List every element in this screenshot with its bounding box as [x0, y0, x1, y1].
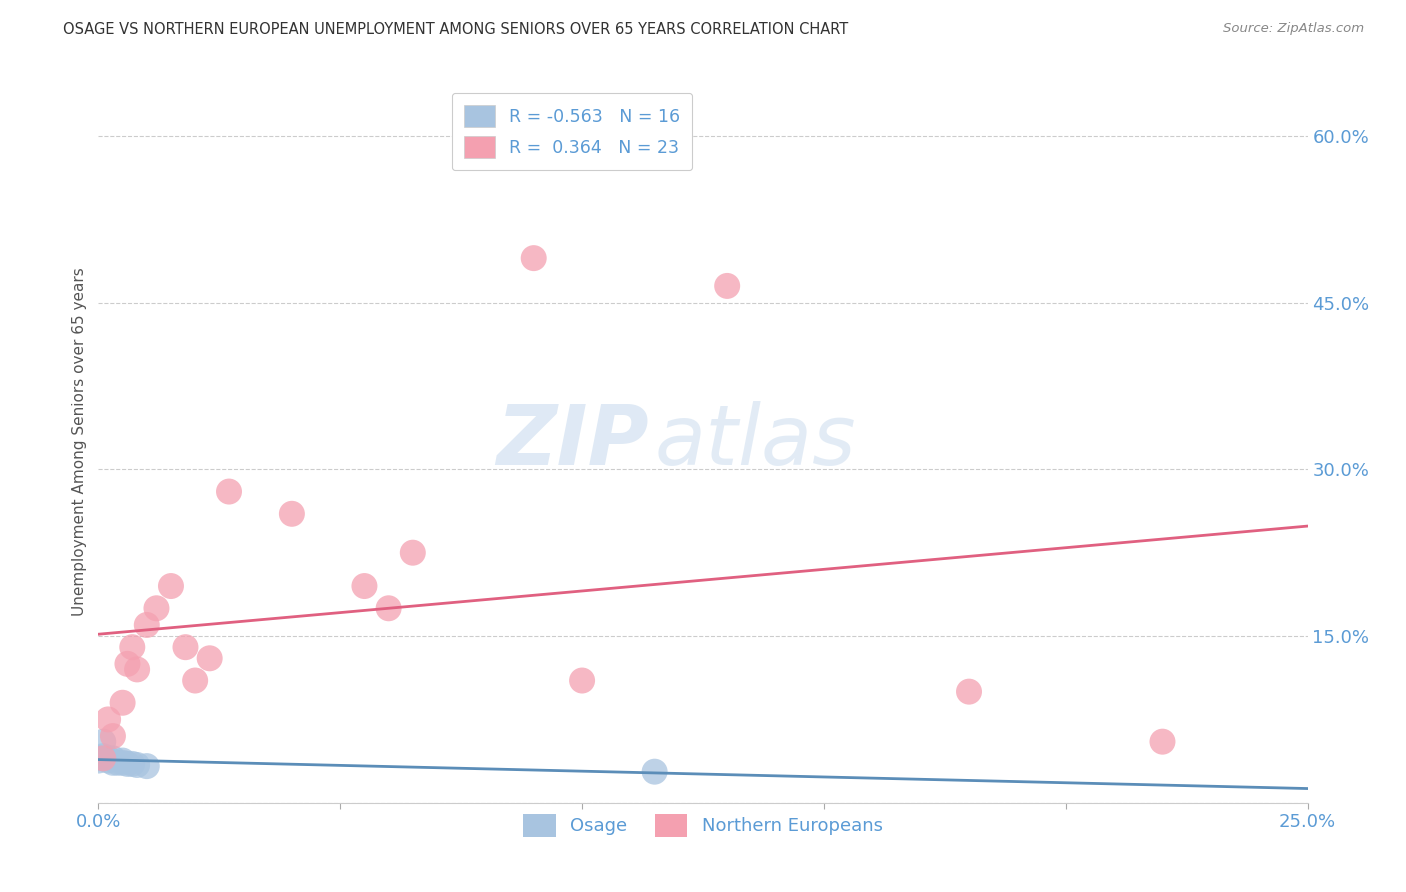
Point — [87, 754, 110, 768]
Point — [571, 673, 593, 688]
Point — [353, 579, 375, 593]
Point — [121, 756, 143, 771]
Point — [91, 751, 114, 765]
Point — [101, 729, 124, 743]
Point — [107, 756, 129, 770]
Point — [97, 754, 120, 768]
Point — [101, 751, 124, 765]
Point — [1152, 734, 1174, 748]
Point — [135, 759, 157, 773]
Point — [160, 579, 183, 593]
Point — [111, 754, 134, 768]
Point — [111, 696, 134, 710]
Text: atlas: atlas — [655, 401, 856, 482]
Point — [644, 764, 666, 779]
Point — [121, 640, 143, 655]
Point — [135, 618, 157, 632]
Point — [174, 640, 197, 655]
Point — [97, 713, 120, 727]
Text: Source: ZipAtlas.com: Source: ZipAtlas.com — [1223, 22, 1364, 36]
Point — [281, 507, 304, 521]
Y-axis label: Unemployment Among Seniors over 65 years: Unemployment Among Seniors over 65 years — [72, 268, 87, 615]
Point — [87, 751, 110, 765]
Point — [184, 673, 207, 688]
Point — [198, 651, 221, 665]
Point — [111, 756, 134, 770]
Text: OSAGE VS NORTHERN EUROPEAN UNEMPLOYMENT AMONG SENIORS OVER 65 YEARS CORRELATION : OSAGE VS NORTHERN EUROPEAN UNEMPLOYMENT … — [63, 22, 848, 37]
Point — [127, 662, 149, 676]
Point — [402, 546, 425, 560]
Point — [101, 756, 124, 770]
Point — [91, 749, 114, 764]
Text: ZIP: ZIP — [496, 401, 648, 482]
Point — [716, 279, 738, 293]
Point — [523, 251, 546, 265]
Point — [97, 751, 120, 765]
Point — [957, 684, 980, 698]
Point — [127, 758, 149, 772]
Point — [145, 601, 167, 615]
Legend: Osage, Northern Europeans: Osage, Northern Europeans — [513, 803, 893, 848]
Point — [117, 756, 139, 771]
Point — [218, 484, 240, 499]
Point — [91, 734, 114, 748]
Point — [117, 657, 139, 671]
Point — [377, 601, 399, 615]
